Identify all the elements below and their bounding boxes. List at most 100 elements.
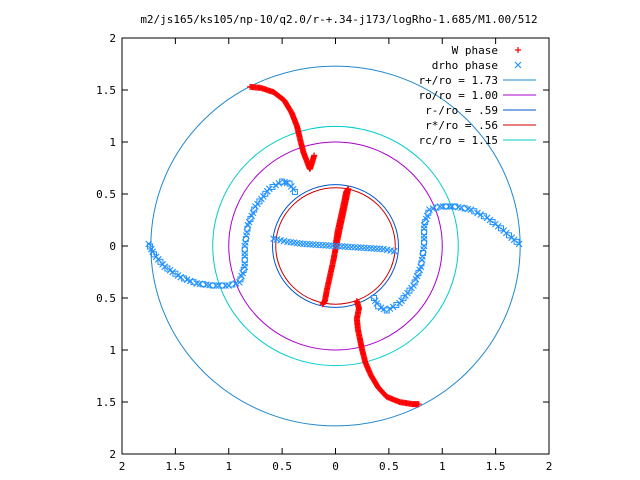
x-tick-label: 0.5 (379, 460, 399, 473)
point (386, 305, 394, 313)
legend-label: r*/ro = .56 (425, 119, 498, 132)
point (309, 241, 317, 248)
point (426, 206, 433, 213)
point (483, 214, 491, 222)
x-tick-label: 0.5 (272, 460, 292, 473)
x-tick-label: 2 (546, 460, 553, 473)
point (236, 279, 243, 286)
point (275, 179, 283, 187)
point (390, 247, 398, 255)
point (513, 238, 520, 245)
point (272, 181, 280, 189)
point (269, 183, 276, 190)
point (370, 245, 378, 252)
legend-label: rc/ro = 1.15 (419, 134, 498, 147)
circle-3 (275, 187, 396, 305)
point (421, 229, 428, 236)
point (396, 299, 403, 307)
point (316, 241, 323, 249)
point (421, 239, 428, 246)
point (416, 266, 424, 274)
point (245, 218, 253, 226)
point (322, 241, 330, 249)
point (406, 287, 413, 294)
point (351, 243, 359, 251)
y-tick-label: 0 (109, 240, 116, 253)
point (474, 209, 481, 217)
point (367, 244, 375, 252)
reference-circles (150, 65, 521, 427)
y-tick-label: 2 (109, 448, 116, 461)
point (241, 256, 248, 263)
point (348, 243, 355, 251)
x-tick-label: 1.5 (486, 460, 506, 473)
point (151, 251, 158, 258)
y-tick-label: 1.5 (96, 84, 116, 97)
circle-2 (272, 184, 399, 308)
point (357, 244, 365, 252)
point (286, 180, 293, 187)
point (256, 198, 263, 205)
point (364, 244, 371, 252)
point (262, 190, 269, 197)
point (344, 243, 352, 251)
y-tick-label: 0.5 (96, 188, 116, 201)
legend-label: r-/ro = .59 (425, 104, 498, 117)
point (325, 242, 333, 249)
y-tick-label: 2 (109, 32, 116, 45)
point (319, 301, 326, 308)
legend-label: drho phase (432, 59, 498, 72)
point (312, 241, 320, 249)
point (376, 245, 384, 253)
series-1 (145, 178, 523, 314)
x-tick-label: 1 (439, 460, 446, 473)
point (412, 275, 420, 283)
x-tick-label: 1 (225, 460, 232, 473)
point (471, 208, 478, 215)
point (436, 203, 444, 210)
y-tick-label: 0.5 (96, 292, 116, 305)
y-tick-label: 1 (109, 136, 116, 149)
y-tick-label: 1 (109, 344, 116, 357)
x-tick-label: 2 (119, 460, 126, 473)
point (239, 269, 247, 277)
point (360, 244, 368, 252)
point (291, 188, 298, 195)
point (306, 240, 314, 248)
point (157, 258, 164, 265)
point (477, 211, 485, 218)
point (164, 265, 171, 272)
point (505, 232, 512, 239)
point (439, 203, 447, 210)
chart-title: m2/js165/ks105/np-10/q2.0/r-+.34-j173/lo… (140, 13, 537, 26)
legend-swatch (515, 47, 521, 53)
point (354, 244, 362, 251)
point (415, 401, 422, 408)
axis-ticks: 2 1.5 1 0.5 0 0.5 1 1.5 221.510.500.511.52 (96, 32, 552, 473)
point (373, 245, 381, 253)
series-0 (247, 83, 422, 408)
point (497, 225, 504, 232)
point (393, 302, 400, 309)
point (341, 243, 349, 251)
point (186, 277, 194, 285)
legend-label: ro/ro = 1.00 (419, 89, 498, 102)
point (172, 270, 179, 277)
point (212, 282, 220, 289)
point (222, 282, 229, 289)
legend-label: r+/ro = 1.73 (419, 74, 498, 87)
circle-1 (228, 141, 443, 351)
circle-4 (212, 125, 459, 367)
point (247, 83, 254, 90)
point (225, 282, 233, 289)
point (319, 241, 327, 249)
point (249, 209, 257, 217)
point (370, 295, 377, 301)
data-series (145, 83, 523, 408)
point (400, 295, 407, 302)
y-tick-label: 1.5 (96, 396, 116, 409)
point (303, 240, 311, 248)
point (389, 303, 397, 311)
point (448, 203, 456, 210)
